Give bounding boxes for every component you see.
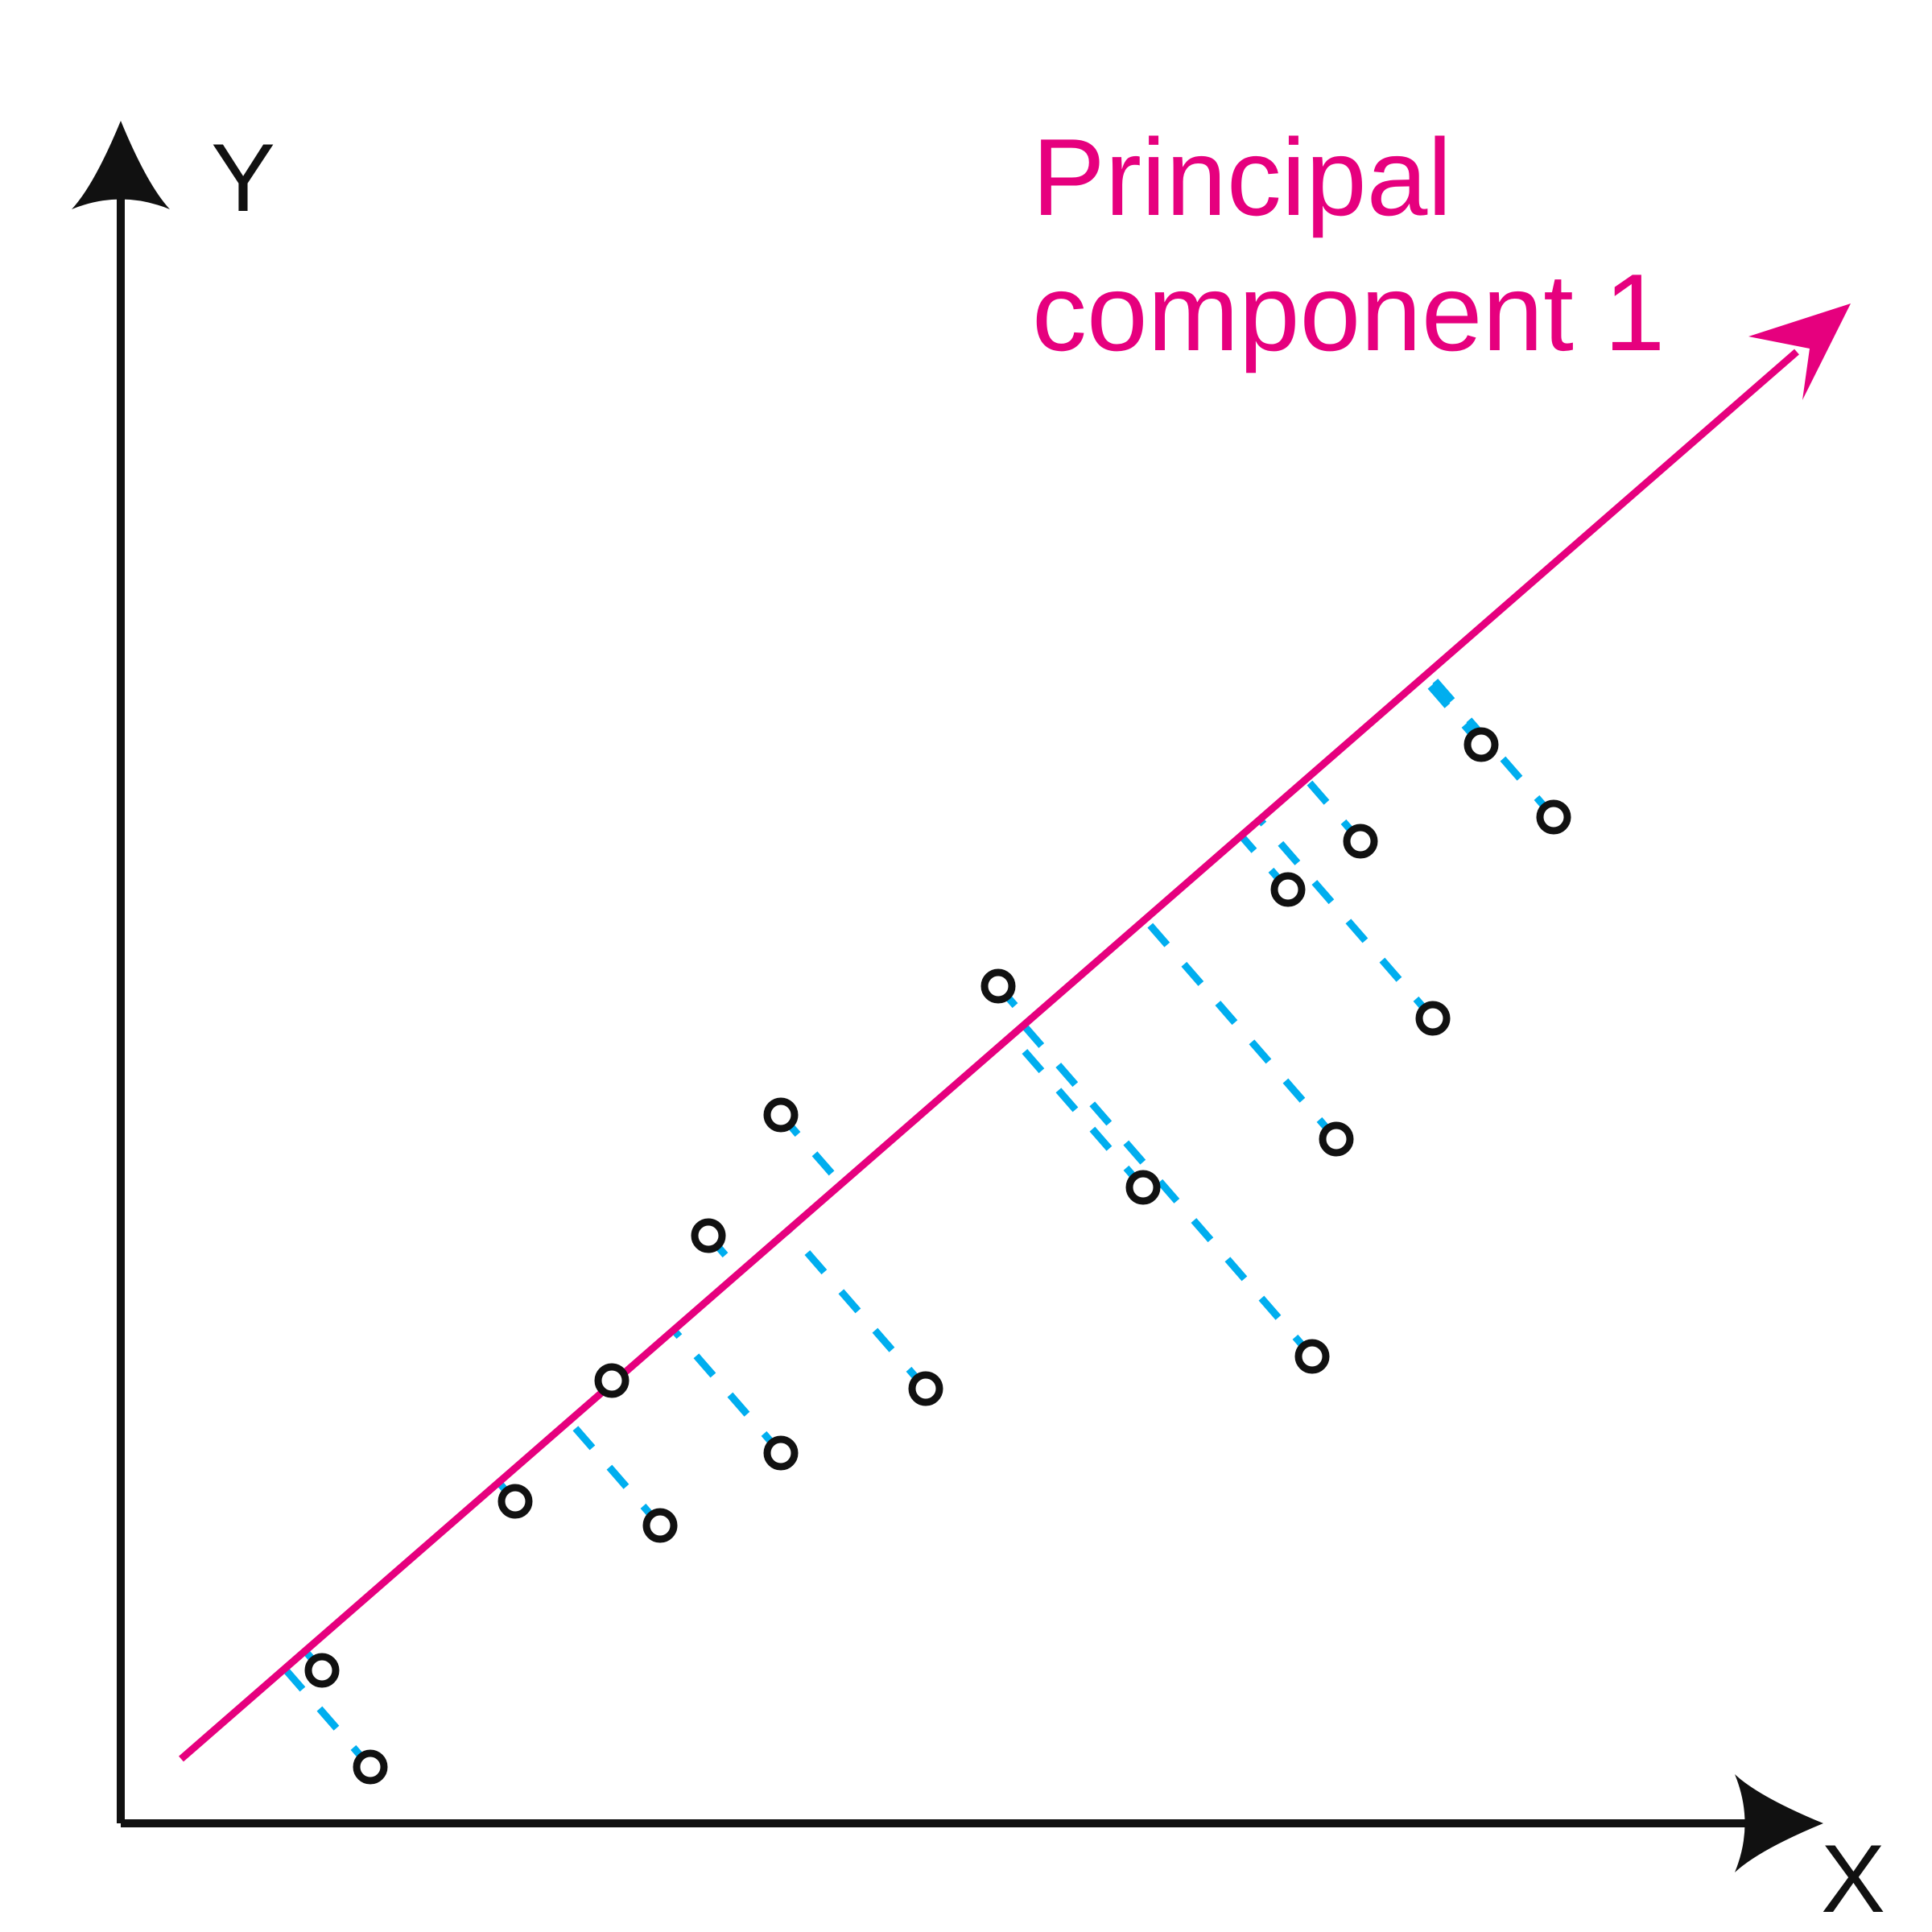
- projection-line: [1008, 1033, 1146, 1190]
- data-point: [1270, 872, 1306, 907]
- projection-line: [785, 1228, 929, 1391]
- data-point: [691, 1218, 726, 1253]
- data-point: [1463, 727, 1499, 762]
- data-point: [1319, 1121, 1354, 1157]
- x-axis-arrowhead: [1735, 1774, 1823, 1872]
- projection-line: [1021, 1022, 1315, 1359]
- data-point: [763, 1435, 799, 1471]
- data-points: [304, 727, 1571, 1785]
- data-point: [1415, 1001, 1451, 1036]
- principal-component-arrowhead: [1748, 303, 1851, 400]
- data-point: [497, 1484, 533, 1519]
- data-point: [1125, 1170, 1161, 1205]
- projection-line: [671, 1327, 784, 1455]
- y-axis-arrowhead: [72, 121, 170, 209]
- data-point: [594, 1363, 630, 1398]
- projection-line: [1141, 917, 1340, 1141]
- data-point: [304, 1653, 340, 1688]
- data-point: [1343, 824, 1378, 859]
- principal-component-label-line2: component 1: [1032, 251, 1665, 374]
- x-axis-label: X: [1821, 1825, 1885, 1932]
- projection-line: [1425, 670, 1557, 819]
- principal-component-label-line1: Principal: [1032, 116, 1452, 238]
- projection-line: [566, 1418, 663, 1528]
- data-point: [763, 1097, 799, 1133]
- data-point: [980, 968, 1016, 1004]
- projection-line: [282, 1666, 374, 1769]
- y-axis-label: Y: [211, 124, 275, 232]
- principal-component-line: [179, 349, 1799, 1762]
- data-point: [353, 1749, 388, 1785]
- projection-line: [1257, 817, 1436, 1021]
- data-point: [642, 1508, 678, 1543]
- data-point: [1294, 1339, 1330, 1374]
- data-point: [908, 1371, 943, 1406]
- data-point: [1536, 799, 1571, 835]
